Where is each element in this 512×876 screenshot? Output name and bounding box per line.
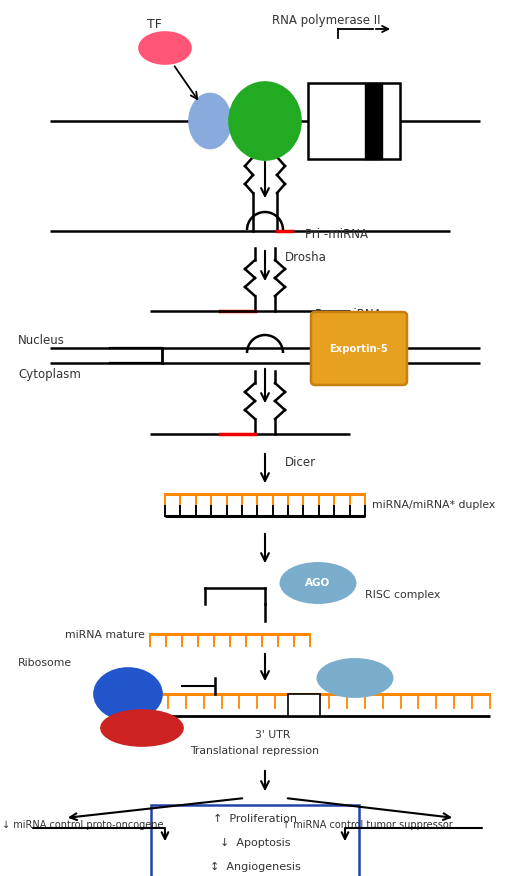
Text: Ribosome: Ribosome (18, 658, 72, 668)
Bar (288, 694, 320, 716)
Bar (308, 83, 400, 159)
Text: Translational repression: Translational repression (190, 746, 319, 756)
Text: Nucleus: Nucleus (18, 334, 65, 347)
Ellipse shape (94, 668, 162, 720)
Text: Exportin-5: Exportin-5 (330, 343, 389, 354)
Text: Pre -miRNA: Pre -miRNA (315, 308, 381, 321)
Text: TF: TF (147, 18, 162, 31)
Text: Dicer: Dicer (285, 456, 316, 469)
FancyBboxPatch shape (151, 805, 359, 876)
Text: miRNA mature: miRNA mature (65, 630, 145, 640)
Text: AGO: AGO (343, 673, 368, 683)
Text: RISC complex: RISC complex (365, 590, 440, 600)
Text: ↓ miRNA control proto-oncogene: ↓ miRNA control proto-oncogene (2, 820, 163, 830)
Text: miRNA/miRNA* duplex: miRNA/miRNA* duplex (372, 500, 495, 510)
Text: ↑  Proliferation: ↑ Proliferation (213, 814, 297, 824)
Text: 3' UTR: 3' UTR (255, 730, 290, 740)
Ellipse shape (229, 82, 301, 160)
Ellipse shape (281, 563, 355, 603)
FancyBboxPatch shape (311, 312, 407, 385)
Ellipse shape (139, 32, 191, 64)
Text: Pri -miRNA: Pri -miRNA (305, 228, 368, 241)
Text: ↓  Apoptosis: ↓ Apoptosis (220, 838, 290, 848)
Text: ↑ miRNA control tumor suppressor: ↑ miRNA control tumor suppressor (282, 820, 453, 830)
Text: AGO: AGO (305, 578, 331, 588)
Text: Drosha: Drosha (285, 251, 327, 264)
Text: RNA polymerase II: RNA polymerase II (272, 14, 380, 27)
Text: Cytoplasm: Cytoplasm (18, 368, 81, 381)
Ellipse shape (101, 710, 183, 746)
Ellipse shape (317, 659, 393, 697)
Text: ↕  Angiogenesis: ↕ Angiogenesis (209, 862, 301, 872)
Ellipse shape (189, 94, 231, 149)
